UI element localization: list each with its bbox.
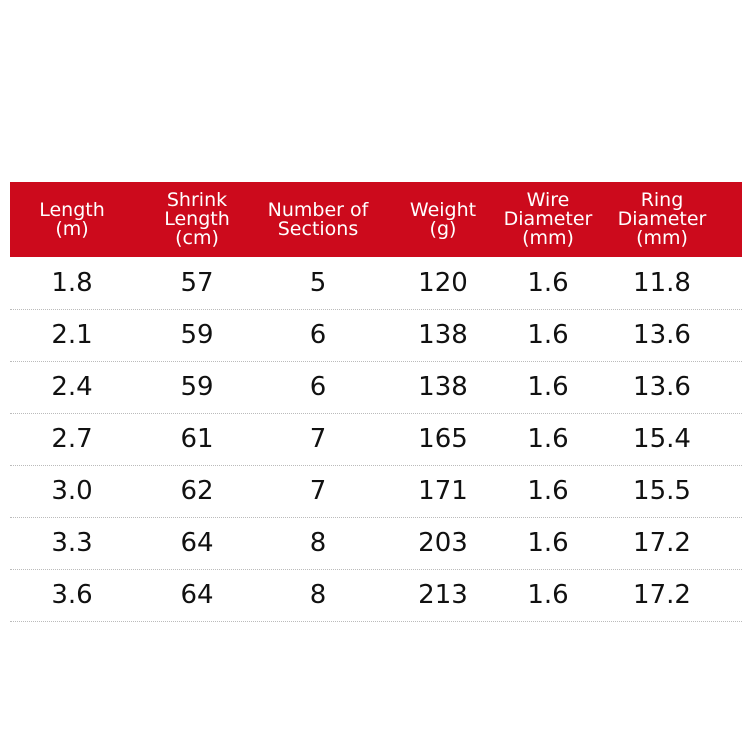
table-cell: 17.2 [633, 580, 691, 610]
table-cell: 171 [418, 476, 468, 506]
header-text: Diameter [503, 208, 593, 230]
table-row: 2.1 59 6 138 1.6 13.6 [10, 309, 742, 362]
table-row: 3.3 64 8 203 1.6 17.2 [10, 517, 742, 570]
table-cell: 1.6 [527, 268, 569, 298]
header-text: Number of [267, 198, 369, 221]
table-cell: 6 [309, 320, 327, 350]
header-cell: Number of Sections [258, 182, 378, 257]
table-row: 3.0 62 7 171 1.6 15.5 [10, 465, 742, 518]
table-cell: 17.2 [633, 528, 691, 558]
header-text: Wire [526, 189, 570, 211]
table-cell: 165 [418, 424, 468, 454]
table-cell: 120 [418, 268, 468, 298]
table-cell: 13.6 [633, 320, 691, 350]
table-cell: 1.6 [527, 424, 569, 454]
table-cell: 3.3 [51, 528, 93, 558]
header-text: (cm) [175, 227, 219, 249]
table-cell: 6 [309, 372, 327, 402]
table-cell: 7 [309, 476, 327, 506]
header-text: Ring [640, 189, 684, 211]
table-cell: 213 [418, 580, 468, 610]
table-cell: 11.8 [633, 268, 691, 298]
table-cell: 203 [418, 528, 468, 558]
header-cell: Weight (g) [383, 182, 503, 257]
table-cell: 15.5 [633, 476, 691, 506]
table-cell: 59 [180, 320, 214, 350]
table-cell: 1.6 [527, 528, 569, 558]
table-cell: 62 [180, 476, 214, 506]
table-cell: 15.4 [633, 424, 691, 454]
table-cell: 59 [180, 372, 214, 402]
header-text: (mm) [522, 227, 574, 249]
table-row: 1.8 57 5 120 1.6 11.8 [10, 257, 742, 310]
table-cell: 2.7 [51, 424, 93, 454]
table-cell: 8 [309, 580, 327, 610]
table-cell: 2.4 [51, 372, 93, 402]
table-cell: 138 [418, 372, 468, 402]
table-cell: 1.6 [527, 476, 569, 506]
header-text: Weight [409, 198, 477, 221]
table-row: 2.4 59 6 138 1.6 13.6 [10, 361, 742, 414]
header-cell: Ring Diameter (mm) [602, 182, 722, 257]
header-text: (g) [429, 217, 457, 240]
table-cell: 8 [309, 528, 327, 558]
table-cell: 5 [309, 268, 327, 298]
header-text: (mm) [636, 227, 688, 249]
table-cell: 13.6 [633, 372, 691, 402]
table-cell: 64 [180, 528, 214, 558]
header-text: Length [164, 208, 230, 230]
table-cell: 64 [180, 580, 214, 610]
header-text: Diameter [617, 208, 707, 230]
table-header: Length (m) Shrink Length (cm) Number of Sectio… [10, 182, 742, 257]
table-cell: 61 [180, 424, 214, 454]
header-text: (m) [55, 217, 89, 240]
header-cell: Shrink Length (cm) [137, 182, 257, 257]
table-cell: 1.6 [527, 372, 569, 402]
table-cell: 1.8 [51, 268, 93, 298]
table-cell: 2.1 [51, 320, 93, 350]
table-cell: 3.0 [51, 476, 93, 506]
table-cell: 1.6 [527, 580, 569, 610]
table-cell: 138 [418, 320, 468, 350]
table-cell: 7 [309, 424, 327, 454]
table-cell: 57 [180, 268, 214, 298]
header-cell: Length (m) [12, 182, 132, 257]
header-text: Sections [277, 217, 359, 240]
header-text: Shrink [166, 189, 228, 211]
table-cell: 3.6 [51, 580, 93, 610]
table-row: 2.7 61 7 165 1.6 15.4 [10, 413, 742, 466]
header-text: Length [39, 198, 105, 221]
table-cell: 1.6 [527, 320, 569, 350]
table-row: 3.6 64 8 213 1.6 17.2 [10, 569, 742, 622]
header-cell: Wire Diameter (mm) [488, 182, 608, 257]
